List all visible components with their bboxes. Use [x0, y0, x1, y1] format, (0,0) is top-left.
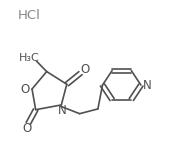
Text: O: O [23, 122, 32, 135]
Text: O: O [20, 83, 30, 96]
Text: N: N [58, 104, 67, 118]
Text: O: O [80, 63, 89, 76]
Text: H₃C: H₃C [18, 53, 39, 63]
Text: HCl: HCl [18, 9, 41, 22]
Text: N: N [142, 79, 151, 92]
